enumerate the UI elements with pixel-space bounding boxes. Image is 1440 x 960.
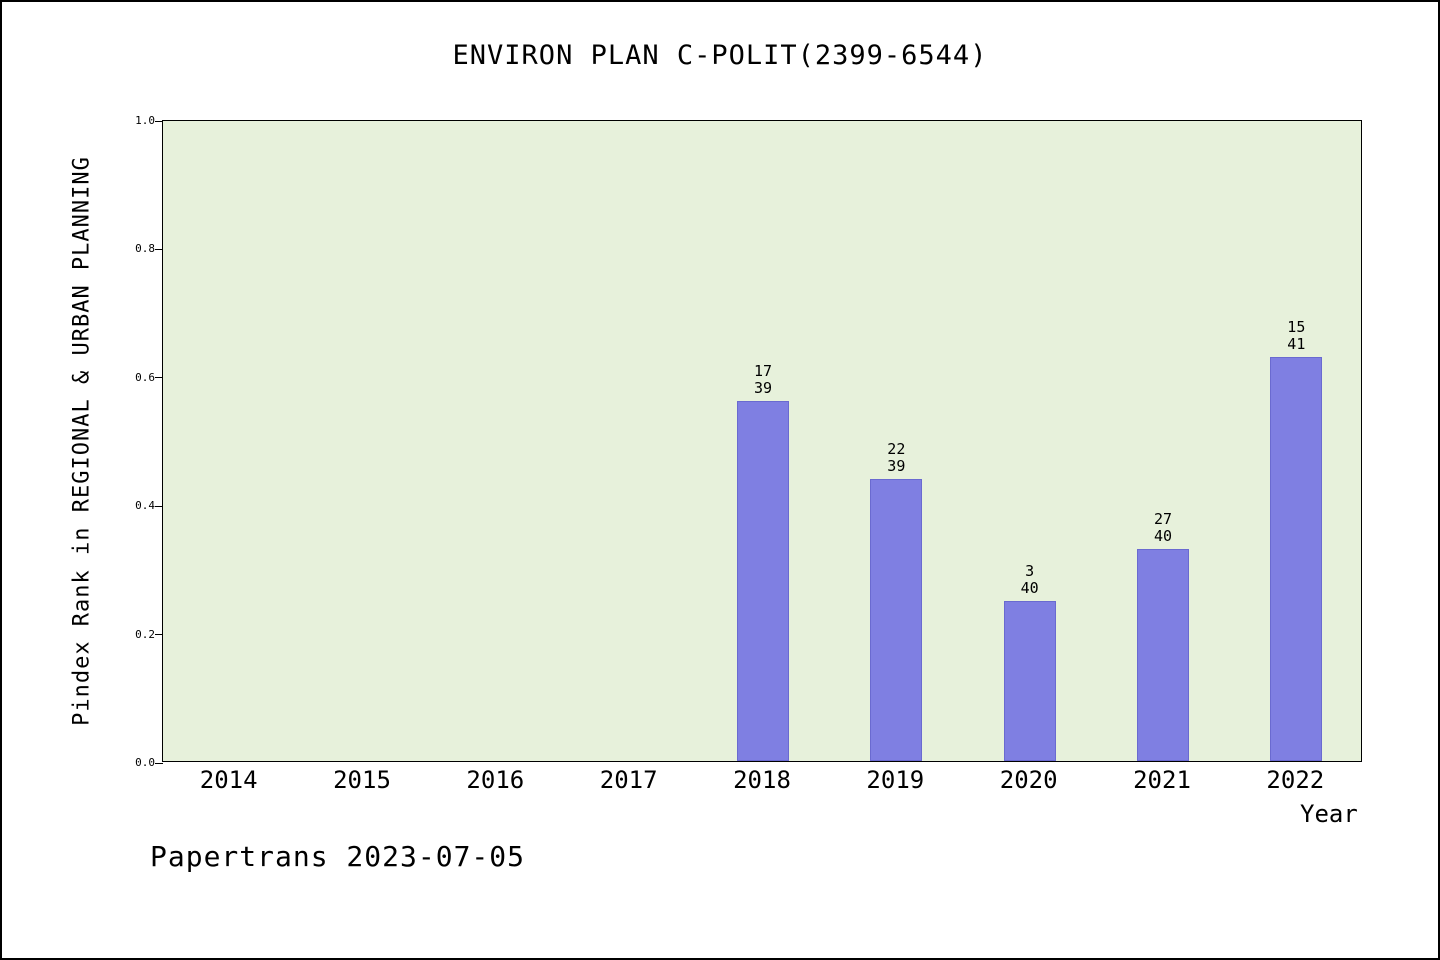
y-tick-label: 0.2 — [135, 627, 155, 641]
bar-value-line: 27 — [1153, 510, 1173, 529]
x-axis-label: Year — [1300, 800, 1358, 828]
y-axis-label: Pindex Rank in REGIONAL & URBAN PLANNING — [69, 156, 95, 726]
x-tick-label-2014: 2014 — [199, 766, 258, 794]
x-tick-label-2016: 2016 — [466, 766, 525, 794]
y-tick-mark — [155, 634, 163, 636]
bar-value-line: 41 — [1287, 334, 1306, 353]
bar-value-label-2022: 15 41 — [1246, 317, 1346, 353]
bar-value-line: 39 — [753, 379, 773, 398]
bar-value-label-2020: 3 40 — [980, 561, 1080, 597]
x-tick-label-2021: 2021 — [1133, 766, 1191, 794]
x-tick-label-2015: 2015 — [333, 766, 391, 794]
bar-2022 — [1270, 356, 1323, 761]
x-axis: 2014 2015 2016 2017 2018 2019 2020 2021 2022 — [162, 766, 1362, 800]
bar-value-line: 3 — [1025, 561, 1035, 580]
plot-area: 0.0 0.2 0.4 0.6 0.8 1.0 17 39 22 39 3 40 27 40 15 41 — [135, 114, 1362, 769]
y-tick-mark — [155, 505, 163, 507]
bar-value-line: 39 — [887, 456, 906, 475]
bar-value-line: 40 — [1153, 527, 1173, 546]
y-tick-mark — [155, 762, 163, 764]
x-tick-label-2020: 2020 — [999, 766, 1058, 794]
bar-2018 — [737, 401, 789, 761]
bar-value-label-2019: 22 39 — [846, 439, 946, 475]
y-tick-mark — [155, 248, 163, 250]
x-tick-label-2019: 2019 — [866, 766, 925, 794]
bar-2019 — [870, 478, 923, 761]
y-tick-label: 1.0 — [135, 114, 155, 127]
bar-value-line: 17 — [753, 362, 773, 381]
x-tick-label-2018: 2018 — [733, 766, 791, 794]
bar-value-line: 22 — [887, 439, 906, 458]
watermark-text: Papertrans 2023-07-05 — [150, 840, 526, 873]
bar-2021 — [1137, 549, 1189, 761]
y-tick-label: 0.0 — [135, 756, 155, 769]
y-tick-mark — [155, 377, 163, 379]
bar-value-label-2021: 27 40 — [1113, 511, 1213, 545]
y-tick-label: 0.8 — [135, 242, 155, 256]
y-tick-label: 0.6 — [135, 370, 155, 384]
x-tick-label-2017: 2017 — [599, 766, 658, 794]
bar-value-line: 40 — [1020, 578, 1039, 597]
bar-value-label-2018: 17 39 — [713, 363, 813, 397]
y-tick-mark — [155, 120, 163, 122]
bar-2020 — [1003, 600, 1056, 761]
y-tick-label: 0.4 — [135, 499, 155, 513]
x-tick-label-2022: 2022 — [1266, 766, 1325, 794]
chart-title: ENVIRON PLAN C-POLIT(2399-6544) — [452, 40, 988, 71]
bar-value-line: 15 — [1287, 317, 1306, 336]
